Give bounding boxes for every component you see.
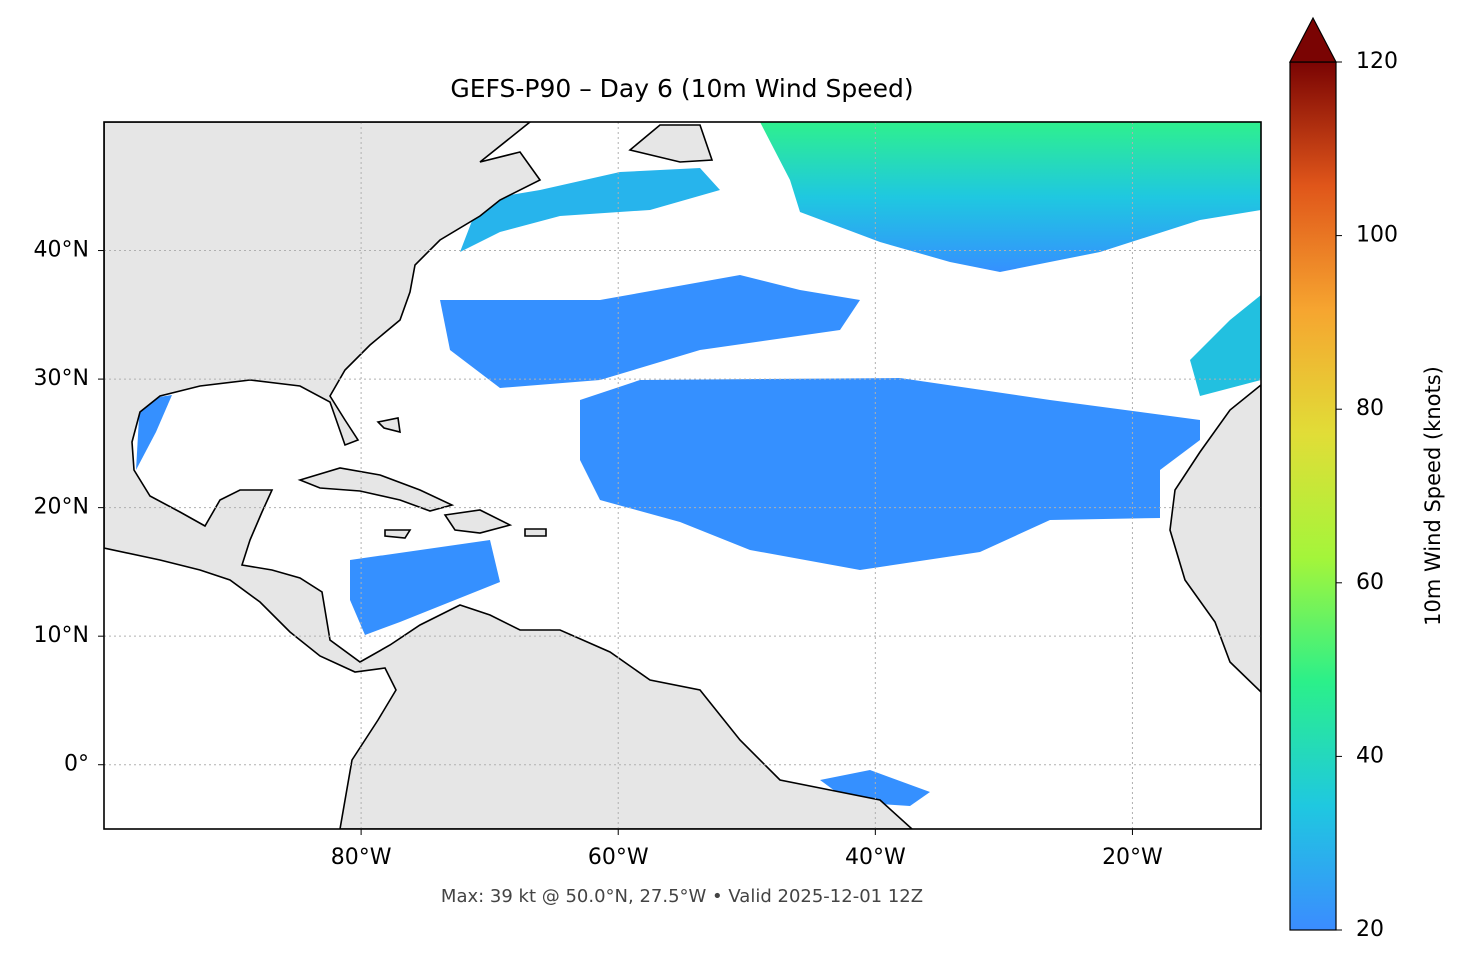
wind-area xyxy=(350,540,500,635)
colorbar-tick-label: 80 xyxy=(1356,396,1384,421)
colorbar-tick-label: 20 xyxy=(1356,917,1384,942)
newfoundland xyxy=(628,124,714,163)
colorbar-tick-label: 100 xyxy=(1356,223,1398,248)
wind-area xyxy=(1190,295,1261,396)
x-tick-label: 40°W xyxy=(845,845,906,870)
y-tick-label: 0° xyxy=(64,752,89,777)
y-tick-label: 30°N xyxy=(34,366,89,391)
hispaniola xyxy=(443,509,513,534)
map xyxy=(104,122,1261,829)
africa xyxy=(1169,383,1261,694)
wind-area xyxy=(460,168,720,252)
caption: Max: 39 kt @ 50.0°N, 27.5°W • Valid 2025… xyxy=(441,886,923,907)
x-tick-label: 60°W xyxy=(588,845,649,870)
bahamas xyxy=(376,417,401,434)
x-tick-label: 20°W xyxy=(1102,845,1163,870)
wind-area xyxy=(580,378,1200,570)
wind-areas xyxy=(136,122,1261,806)
americas xyxy=(104,122,914,829)
y-tick-label: 20°N xyxy=(34,495,89,520)
y-tick-label: 10°N xyxy=(34,623,89,648)
wind-area xyxy=(440,275,860,388)
x-tick-label: 80°W xyxy=(331,845,392,870)
colorbar-tick-label: 120 xyxy=(1356,49,1398,74)
jamaica xyxy=(384,529,412,539)
y-tick-label: 40°N xyxy=(34,238,89,263)
land xyxy=(104,122,1261,829)
colorbar-label: 10m Wind Speed (knots) xyxy=(1421,366,1445,626)
colorbar-tick-label: 40 xyxy=(1356,743,1384,768)
map-frame xyxy=(103,121,1262,830)
puerto-rico xyxy=(524,528,547,537)
wind-area xyxy=(760,122,1261,272)
colorbar-extend xyxy=(1289,16,1337,63)
chart-title: GEFS-P90 – Day 6 (10m Wind Speed) xyxy=(450,74,913,103)
colorbar xyxy=(1289,61,1337,931)
colorbar-tick-label: 60 xyxy=(1356,570,1384,595)
wind-area xyxy=(136,395,172,470)
